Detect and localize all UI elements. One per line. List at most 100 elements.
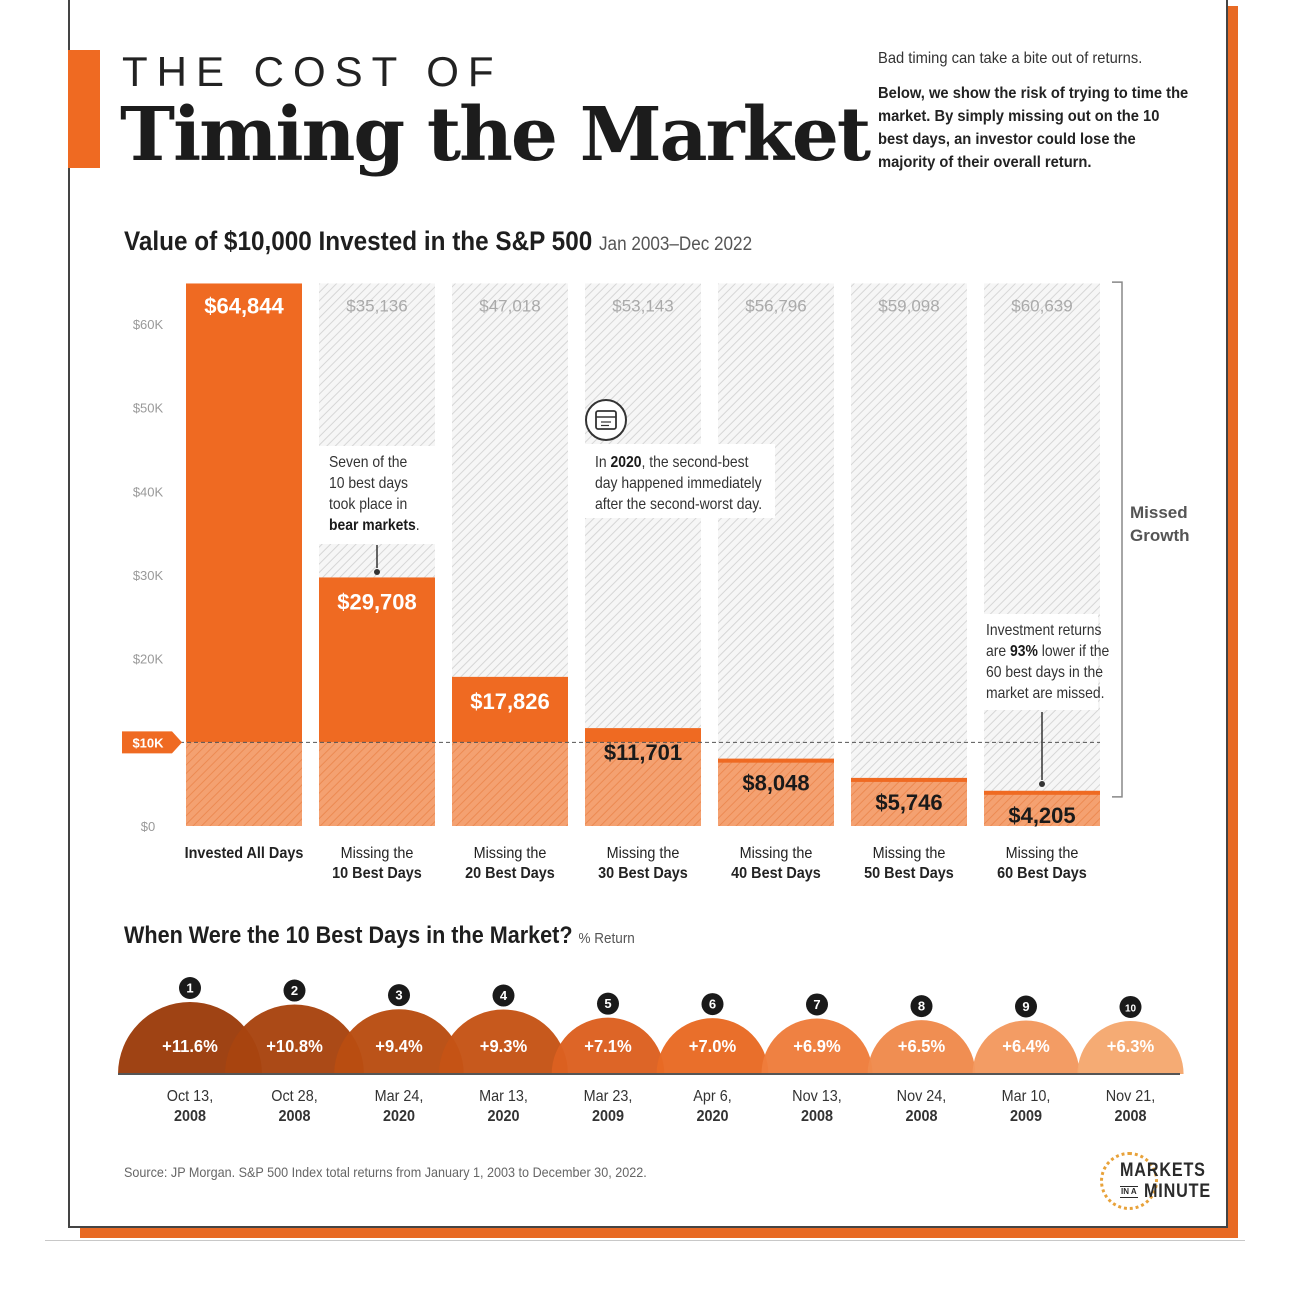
- missed-growth-label: $59,098: [878, 296, 939, 315]
- value-bar-cap: [851, 777, 967, 782]
- calendar-icon-ring: [585, 399, 627, 441]
- value-bar: [984, 790, 1100, 826]
- value-bar-cap: [984, 790, 1100, 795]
- y-tick-label: $50K: [133, 401, 164, 416]
- category-label: Missing the: [474, 844, 547, 862]
- return-semicircle: [551, 1017, 665, 1074]
- title-line-2: Timing the Market: [120, 92, 871, 178]
- missed-growth-bar: [718, 283, 834, 759]
- value-bar-base: [585, 742, 701, 826]
- return-value-label: +7.1%: [584, 1035, 631, 1056]
- return-semicircle: [118, 1002, 262, 1074]
- bar-value-label: $4,205: [1008, 803, 1075, 828]
- return-semicircle: [1077, 1020, 1184, 1074]
- rank-badge: [388, 984, 410, 1007]
- return-semicircle: [439, 1009, 568, 1074]
- value-bar: [319, 577, 435, 743]
- best-days-chart: 1 +11.6% Oct 13, 2008 2 +10.8% Oct 28, 2008 3 +9.…: [118, 977, 1184, 1125]
- source-note: Source: JP Morgan. S&P 500 Index total r…: [124, 1164, 647, 1180]
- annotation-arrow-head: [374, 569, 380, 575]
- rank-number: 7: [813, 997, 820, 1012]
- bar-value-label: $17,826: [470, 689, 550, 714]
- y-tick-label: $30K: [133, 568, 164, 583]
- annotation-box: [319, 446, 435, 544]
- missed-growth-bracket-label: Growth: [1130, 526, 1190, 545]
- annotation-span: after the second-worst day.: [595, 496, 762, 513]
- chart2-title-text: When Were the 10 Best Days in the Market…: [124, 922, 573, 949]
- missed-growth-bar: [452, 283, 568, 677]
- baseline-10k-label: $10K: [132, 735, 164, 750]
- annotation-span: 2020: [611, 454, 642, 471]
- annotation-span: took place in: [329, 496, 407, 513]
- date-label: 2020: [696, 1107, 728, 1125]
- missed-growth-label: $56,796: [745, 296, 806, 315]
- page-baseline: [45, 1240, 1245, 1241]
- y-tick-label: $60K: [133, 317, 164, 332]
- category-label: Invested All Days: [185, 844, 304, 862]
- value-bar: [851, 777, 967, 826]
- rank-badge: [179, 977, 201, 999]
- intro-description: Below, we show the risk of trying to tim…: [878, 85, 1189, 171]
- investment-bar-chart: $0 $20K $30K $40K $50K $60K $35,136 $47,018 $53,…: [122, 281, 1190, 882]
- frame-shadow-bottom: [80, 1228, 1238, 1238]
- date-label: 2008: [278, 1107, 310, 1125]
- date-label: 2008: [905, 1107, 937, 1125]
- date-label: Mar 13,: [479, 1087, 528, 1105]
- calendar-icon-body: [595, 410, 617, 430]
- logo-text-markets: MARKETS: [1120, 1160, 1206, 1181]
- missed-growth-bracket-label: Missed: [1130, 503, 1188, 522]
- annotation-text: bear markets.: [329, 517, 420, 534]
- rank-badge: [492, 984, 515, 1007]
- title-accent-bar: [68, 50, 100, 168]
- annotation-text: 60 best days in the: [986, 664, 1103, 681]
- chart2-subtitle: % Return: [578, 930, 635, 947]
- annotation-span: 10 best days: [329, 475, 408, 492]
- missed-growth-label: $35,136: [346, 296, 407, 315]
- title-line-1: THE COST OF: [122, 48, 503, 95]
- return-semicircle: [225, 1004, 364, 1074]
- bar-value-label: $8,048: [742, 771, 809, 796]
- date-label: 2020: [383, 1107, 415, 1125]
- return-value-label: +9.4%: [375, 1035, 422, 1056]
- markets-in-a-minute-logo: MARKETS IN A MINUTE: [1100, 1150, 1220, 1216]
- rank-badge: [806, 993, 828, 1016]
- intro-tagline: Bad timing can take a bite out of return…: [878, 50, 1143, 67]
- category-label: 20 Best Days: [465, 864, 555, 882]
- annotation-text: day happened immediately: [595, 475, 762, 492]
- date-label: Nov 21,: [1106, 1087, 1156, 1105]
- category-label: 30 Best Days: [598, 864, 688, 882]
- rank-number: 1: [186, 981, 193, 996]
- missed-growth-label: $53,143: [612, 296, 673, 315]
- value-bar: [718, 758, 834, 826]
- return-value-label: +6.3%: [1107, 1035, 1154, 1056]
- rank-badge: [1015, 995, 1037, 1018]
- date-label: Nov 13,: [792, 1087, 842, 1105]
- rank-number: 8: [918, 999, 925, 1014]
- date-label: 2008: [801, 1107, 833, 1125]
- return-value-label: +7.0%: [689, 1035, 736, 1056]
- annotation-span: market are missed.: [986, 685, 1105, 702]
- rank-number: 9: [1022, 999, 1029, 1014]
- category-label: Missing the: [873, 844, 946, 862]
- annotation-span: 60 best days in the: [986, 664, 1103, 681]
- rank-badge: [910, 995, 933, 1018]
- category-label: 40 Best Days: [731, 864, 821, 882]
- annotation-span: bear markets: [329, 517, 416, 534]
- value-bar-base: [186, 742, 302, 826]
- bar-value-label: $64,844: [204, 293, 284, 318]
- rank-number: 2: [291, 983, 298, 998]
- return-value-label: +6.5%: [898, 1035, 945, 1056]
- annotation-span: , the second-best: [642, 454, 749, 471]
- date-label: Oct 13,: [167, 1087, 213, 1105]
- value-bar: [585, 728, 701, 743]
- category-label: 10 Best Days: [332, 864, 422, 882]
- annotation-span: Seven of the: [329, 454, 407, 471]
- y-tick-label: $40K: [133, 484, 164, 499]
- annotation-span: day happened immediately: [595, 475, 762, 492]
- annotation-arrow-head: [1039, 781, 1045, 787]
- annotation-text: after the second-worst day.: [595, 496, 762, 513]
- annotation-box: [972, 614, 1098, 710]
- rank-badge: [283, 979, 306, 1002]
- value-bar-cap: [718, 758, 834, 763]
- annotation-span: .: [416, 517, 420, 534]
